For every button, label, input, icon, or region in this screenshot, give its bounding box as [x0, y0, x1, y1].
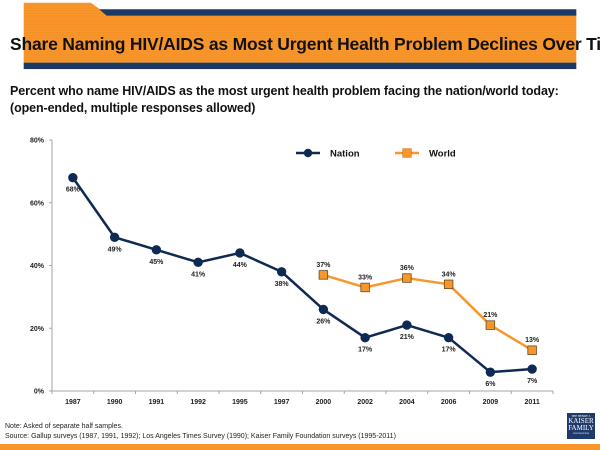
legend-label-world: World [429, 149, 456, 160]
data-point-nation [485, 367, 496, 377]
y-tick-label: 0% [34, 389, 45, 396]
chart-axes: 0% 20% 40% 60% 80% 1987 1990 1991 1992 1995 1997 20… [30, 138, 554, 406]
page-title: Share Naming HIV/AIDS as Most Urgent Hea… [10, 34, 600, 54]
header-orange-tab [23, 2, 577, 63]
series-line-nation [71, 176, 533, 374]
data-point-nation [151, 245, 162, 255]
data-label-nation: 21% [400, 334, 415, 341]
data-point-world [360, 282, 370, 293]
header-navy-top-stripe [99, 9, 577, 16]
logo-line-4: FOUNDATION [572, 432, 590, 435]
data-label-world: 37% [316, 262, 331, 269]
footer-note: Note: Asked of separate half samples. [5, 423, 123, 430]
data-label-nation: 6% [485, 381, 496, 388]
data-point-world [443, 279, 454, 290]
x-tick-label: 1990 [107, 399, 123, 406]
data-point-world [485, 320, 496, 330]
chart-markers [68, 172, 537, 377]
data-label-world: 33% [358, 274, 373, 281]
data-label-nation: 41% [191, 271, 206, 278]
header-background-top [0, 0, 600, 12]
data-label-nation: 44% [233, 262, 248, 269]
logo-line-2: KAISER [568, 417, 594, 425]
data-label-nation: 68% [66, 187, 81, 194]
data-label-nation: 49% [108, 246, 123, 253]
y-tick-label: 80% [30, 138, 45, 145]
data-label-world: 36% [400, 265, 415, 272]
x-tick-label: 2000 [316, 399, 332, 406]
x-tick-label: 1997 [274, 399, 290, 406]
x-tick-label: 1992 [190, 399, 206, 406]
y-tick-label: 20% [30, 326, 45, 333]
logo-line-3: FAMILY [568, 424, 594, 432]
y-tick-label: 60% [30, 200, 45, 207]
data-label-world: 13% [525, 337, 540, 344]
chart-lines [71, 176, 533, 374]
data-point-nation [276, 267, 287, 277]
logo-line-1: THE HENRY J. [571, 414, 591, 418]
data-point-nation [360, 332, 370, 343]
data-label-nation: 26% [316, 318, 331, 325]
data-label-nation: 45% [149, 259, 164, 266]
x-tick-label: 1991 [149, 399, 165, 406]
data-point-nation [109, 232, 120, 242]
data-label-world: 34% [442, 271, 457, 278]
data-label-nation: 7% [527, 378, 538, 385]
data-label-world: 21% [483, 312, 498, 319]
series-line-world [323, 273, 533, 352]
subtitle-line-1: Percent who name HIV/AIDS as the most ur… [10, 84, 559, 98]
footer-orange-bar [0, 444, 600, 450]
legend-marker-nation [303, 148, 313, 158]
x-tick-label: 1987 [65, 399, 81, 406]
subtitle-line-2: (open-ended, multiple responses allowed) [10, 101, 256, 115]
chart-legend: Nation World [296, 148, 456, 160]
x-tick-label: 2004 [399, 399, 415, 406]
legend-label-nation: Nation [330, 149, 360, 160]
data-label-nation: 17% [358, 347, 373, 354]
footer-source: Source: Gallup surveys (1987, 1991, 1992… [5, 432, 396, 440]
x-tick-label: 1995 [232, 399, 248, 406]
chart-data-labels: 68% 49% 45% 41% 44% 38% 26% 17% 21% 17% 6% 7% 37% 33%… [66, 187, 540, 389]
x-tick-label: 2009 [483, 399, 499, 406]
header-navy-bottom-stripe [23, 62, 577, 70]
data-point-nation [235, 248, 245, 258]
data-point-world [318, 270, 329, 280]
x-tick-label: 2002 [357, 399, 373, 406]
data-point-world [527, 345, 537, 355]
data-point-nation [443, 332, 454, 343]
footer-notes: Note: Asked of separate half samples. So… [5, 422, 396, 441]
data-label-nation: 17% [442, 347, 457, 354]
legend-marker-world [402, 148, 412, 158]
y-tick-label: 40% [30, 263, 45, 270]
x-tick-label: 2006 [441, 399, 457, 406]
x-tick-label: 2011 [525, 399, 540, 406]
data-point-nation [402, 320, 412, 330]
data-point-nation [527, 364, 537, 374]
chart-subtitle: Percent who name HIV/AIDS as the most ur… [10, 83, 559, 117]
data-point-nation [318, 304, 329, 315]
data-point-nation [68, 172, 78, 183]
header-banner [23, 2, 577, 70]
data-point-nation [193, 257, 203, 268]
kaiser-family-foundation-logo: THE HENRY J. KAISER FAMILY FOUNDATION [567, 413, 595, 439]
data-point-world [402, 273, 412, 283]
data-label-nation: 38% [275, 281, 290, 288]
